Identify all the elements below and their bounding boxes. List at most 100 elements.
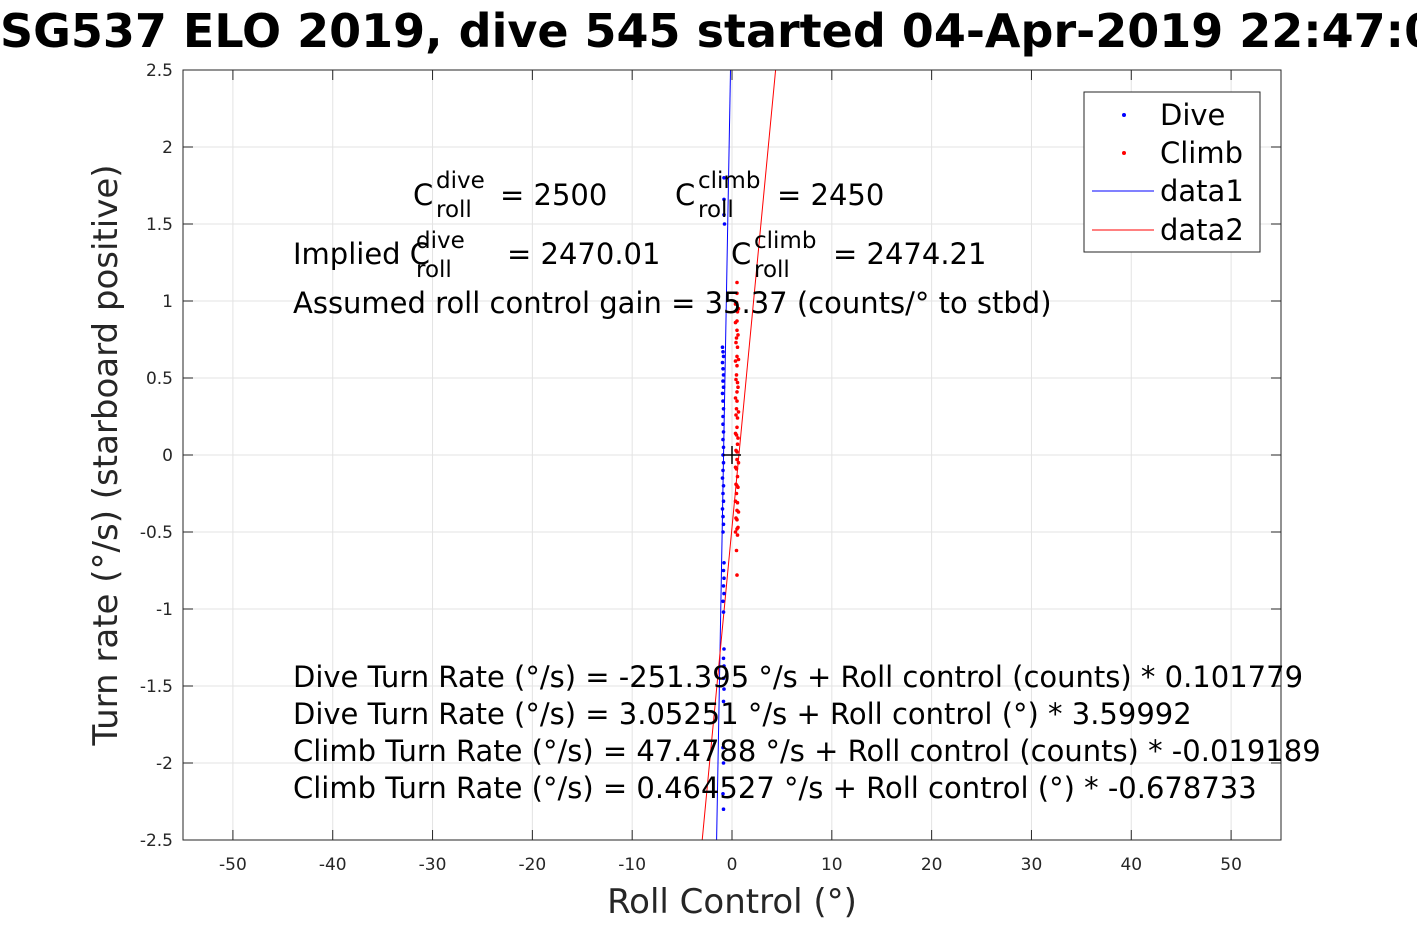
y-tick-label: 2 bbox=[162, 138, 173, 158]
point-dive bbox=[722, 591, 726, 596]
point-climb bbox=[734, 377, 738, 382]
axis-ticks: -50 -40 -30 -20 -10 0 10 20 30 40 50 2.5 2 1.5 1 0.5 0 -0… bbox=[140, 61, 1281, 875]
point-climb bbox=[736, 485, 740, 490]
point-climb bbox=[735, 457, 739, 462]
y-tick-label: 0 bbox=[162, 446, 173, 466]
point-climb bbox=[736, 436, 740, 440]
y-tick-label: 1 bbox=[162, 292, 173, 312]
point-climb bbox=[735, 310, 740, 314]
c-roll-dive-sub: roll bbox=[436, 197, 472, 223]
point-climb bbox=[734, 482, 738, 487]
x-axis-label: Roll Control (°) bbox=[607, 882, 857, 922]
point-climb bbox=[735, 573, 739, 577]
annotation-gain: Assumed roll control gain = 35.37 (count… bbox=[293, 286, 1052, 320]
annotation-c-roll-dive: C dive roll = 2500 bbox=[413, 168, 607, 223]
point-dive bbox=[721, 699, 726, 704]
legend-symbol-climb bbox=[1122, 151, 1126, 155]
point-climb bbox=[733, 359, 738, 363]
x-tick-label: -50 bbox=[219, 855, 247, 875]
point-dive bbox=[721, 385, 726, 390]
point-dive bbox=[721, 379, 725, 383]
legend-label-data2: data2 bbox=[1160, 213, 1244, 247]
point-dive bbox=[720, 345, 725, 350]
data-points bbox=[720, 176, 741, 811]
point-climb bbox=[734, 336, 739, 340]
point-dive bbox=[720, 360, 725, 365]
point-climb bbox=[736, 306, 741, 311]
point-climb bbox=[736, 333, 740, 337]
point-climb bbox=[734, 340, 738, 345]
implied-climb-sub: roll bbox=[754, 257, 790, 283]
plot-frame bbox=[182, 69, 1282, 841]
x-tick-label: -40 bbox=[319, 855, 347, 875]
point-climb bbox=[735, 380, 740, 385]
x-tick-label: 40 bbox=[1120, 855, 1142, 875]
y-axis-label: Turn rate (°/s) (starboard positive) bbox=[86, 164, 126, 746]
point-climb bbox=[733, 499, 738, 504]
point-dive bbox=[721, 610, 726, 614]
point-climb bbox=[735, 533, 740, 537]
x-tick-label: 0 bbox=[727, 855, 738, 875]
point-dive bbox=[721, 354, 726, 359]
point-dive bbox=[722, 561, 726, 565]
point-climb bbox=[735, 390, 739, 394]
implied-dive-sub: roll bbox=[416, 257, 452, 283]
y-tick-label: 1.5 bbox=[146, 215, 173, 235]
point-dive bbox=[722, 213, 726, 217]
point-climb bbox=[736, 510, 741, 514]
origin-marker bbox=[723, 446, 741, 464]
point-dive bbox=[721, 656, 726, 661]
point-climb bbox=[734, 516, 738, 520]
point-dive bbox=[721, 407, 726, 411]
x-tick-label: -10 bbox=[618, 855, 646, 875]
y-tick-label: -0.5 bbox=[140, 523, 173, 543]
point-dive bbox=[721, 584, 726, 588]
point-climb bbox=[733, 320, 738, 325]
point-dive bbox=[721, 761, 726, 765]
point-dive bbox=[721, 522, 726, 527]
annotation-eq4: Climb Turn Rate (°/s) = 0.464527 °/s + R… bbox=[293, 771, 1257, 805]
point-climb bbox=[735, 280, 739, 285]
legend-box bbox=[1083, 91, 1261, 253]
point-dive bbox=[721, 422, 725, 427]
point-dive bbox=[721, 792, 725, 796]
c-roll-climb-prefix: C bbox=[675, 178, 695, 212]
implied-climb-value: = 2474.21 bbox=[833, 237, 986, 271]
x-tick-label: -20 bbox=[518, 855, 546, 875]
c-roll-climb-value: = 2450 bbox=[777, 178, 884, 212]
c-roll-climb-sup: climb bbox=[698, 168, 760, 194]
point-climb bbox=[733, 302, 738, 306]
point-climb bbox=[734, 407, 739, 411]
point-dive bbox=[721, 568, 726, 573]
annotation-implied-climb: C climb roll = 2474.21 bbox=[731, 228, 986, 283]
implied-dive-value: = 2470.01 bbox=[507, 237, 660, 271]
point-dive bbox=[721, 350, 725, 354]
point-climb bbox=[734, 373, 739, 377]
c-roll-dive-sup: dive bbox=[436, 168, 485, 194]
annotation-implied-dive: Implied C dive roll = 2470.01 bbox=[293, 228, 660, 283]
y-tick-label: 0.5 bbox=[146, 369, 173, 389]
annotation-c-roll-climb: C climb roll = 2450 bbox=[675, 168, 884, 223]
origin-cross-marker bbox=[723, 446, 741, 464]
point-climb bbox=[734, 413, 738, 417]
point-dive bbox=[721, 414, 725, 419]
point-dive bbox=[722, 197, 726, 202]
point-dive bbox=[722, 664, 726, 668]
point-dive bbox=[721, 491, 725, 496]
point-climb bbox=[735, 416, 740, 420]
point-climb bbox=[735, 354, 739, 359]
x-tick-label: 20 bbox=[921, 855, 943, 875]
point-dive bbox=[721, 373, 726, 377]
point-climb bbox=[733, 396, 738, 400]
point-climb bbox=[736, 460, 741, 465]
y-tick-label: -1.5 bbox=[140, 677, 173, 697]
point-climb bbox=[735, 442, 740, 447]
point-dive bbox=[721, 745, 725, 750]
point-dive bbox=[721, 367, 725, 371]
point-climb bbox=[733, 465, 738, 470]
y-tick-label: -1 bbox=[156, 600, 173, 620]
legend: Dive Climb data1 data2 bbox=[1083, 91, 1261, 253]
point-dive bbox=[722, 687, 726, 691]
point-dive bbox=[720, 507, 725, 511]
